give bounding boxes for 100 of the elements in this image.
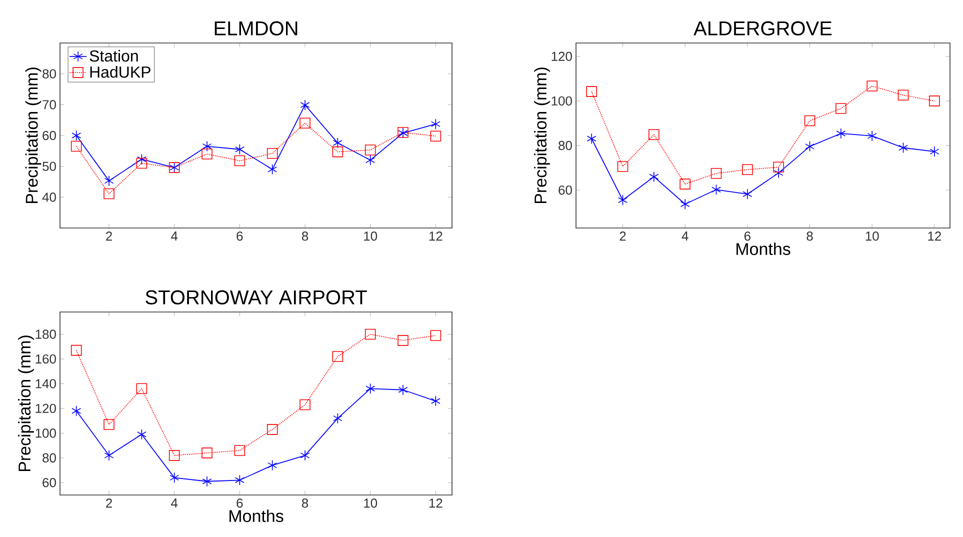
x-tick-label: 2 xyxy=(106,498,112,508)
point xyxy=(648,129,660,140)
point xyxy=(70,344,82,356)
point xyxy=(804,115,816,126)
y-tick-label: 180 xyxy=(36,330,56,339)
x-tick-label: 8 xyxy=(806,232,813,241)
point xyxy=(398,384,408,396)
point xyxy=(430,396,440,406)
point xyxy=(680,178,690,190)
point xyxy=(710,168,722,179)
point xyxy=(366,383,376,394)
point xyxy=(300,399,310,410)
point xyxy=(104,175,114,186)
x-tick-label: 6 xyxy=(236,498,243,508)
point xyxy=(266,148,278,159)
point xyxy=(430,118,440,130)
point xyxy=(836,128,846,139)
point xyxy=(300,450,310,461)
point xyxy=(332,137,342,148)
legend-label: HadUKP xyxy=(90,66,150,78)
point xyxy=(617,161,628,172)
y-axis-title: Precipitation (mm) xyxy=(25,68,42,204)
point xyxy=(773,162,784,173)
point xyxy=(364,328,376,340)
point xyxy=(300,100,310,110)
point xyxy=(234,155,246,166)
point xyxy=(742,188,752,200)
point xyxy=(366,154,376,166)
y-tick-label: 160 xyxy=(36,354,56,364)
point xyxy=(364,144,376,156)
y-tick-label: 100 xyxy=(552,96,572,106)
point xyxy=(202,476,212,487)
point xyxy=(332,351,344,362)
x-tick-label: 2 xyxy=(620,232,626,241)
point xyxy=(234,144,244,155)
x-axis-title: Months xyxy=(736,242,790,256)
point xyxy=(742,164,753,175)
point xyxy=(104,450,114,461)
y-tick-label: 80 xyxy=(42,69,56,78)
point xyxy=(136,158,148,169)
y-tick-label: 100 xyxy=(36,428,56,438)
y-tick-label: 60 xyxy=(42,130,56,140)
point xyxy=(170,472,180,484)
y-tick-label: 60 xyxy=(558,185,572,195)
x-tick-label: 4 xyxy=(171,232,178,240)
chart-title: ALDERGROVE xyxy=(694,21,832,36)
point xyxy=(202,148,212,160)
point xyxy=(929,96,940,106)
x-tick-label: 2 xyxy=(106,232,112,241)
chart-title: STORNOWAY AIRPORT xyxy=(146,290,367,304)
x-tick-label: 8 xyxy=(302,232,308,241)
x-tick-label: 6 xyxy=(744,232,750,241)
point xyxy=(234,445,246,456)
point xyxy=(202,448,212,458)
point xyxy=(836,103,846,114)
x-tick-label: 10 xyxy=(364,232,378,241)
point xyxy=(202,140,212,152)
point xyxy=(866,80,878,92)
point xyxy=(136,428,146,440)
point xyxy=(72,130,82,141)
legend-label: Station xyxy=(90,50,138,62)
y-tick-label: 50 xyxy=(42,162,56,171)
x-tick-label: 4 xyxy=(171,498,178,508)
point xyxy=(136,154,146,165)
point xyxy=(104,419,114,430)
point xyxy=(268,164,278,175)
point xyxy=(234,474,244,486)
y-axis-title: Precipitation (mm) xyxy=(534,68,550,204)
y-tick-label: 140 xyxy=(36,379,56,388)
point xyxy=(398,335,408,346)
point xyxy=(300,118,310,129)
x-tick-label: 4 xyxy=(682,232,688,240)
point xyxy=(805,141,814,152)
x-tick-label: 6 xyxy=(236,232,243,241)
x-axis-title: Months xyxy=(230,510,284,522)
y-tick-label: 120 xyxy=(36,404,56,414)
x-tick-label: 10 xyxy=(866,232,879,241)
x-tick-label: 12 xyxy=(429,498,442,508)
point xyxy=(586,86,597,97)
x-tick-label: 8 xyxy=(302,498,308,508)
y-tick-label: 70 xyxy=(42,100,56,110)
y-tick-label: 80 xyxy=(42,453,56,462)
y-tick-label: 120 xyxy=(552,52,572,61)
y-axis-title: Precipitation (mm) xyxy=(18,336,34,472)
y-tick-label: 80 xyxy=(558,140,572,150)
point xyxy=(430,330,442,341)
y-tick-label: 60 xyxy=(42,478,56,488)
point xyxy=(168,450,180,461)
point xyxy=(268,460,278,471)
point xyxy=(266,424,278,435)
point xyxy=(104,188,114,200)
point xyxy=(712,184,721,196)
point xyxy=(867,130,877,142)
point xyxy=(774,168,784,178)
point xyxy=(649,171,659,182)
point xyxy=(72,406,82,416)
point xyxy=(136,383,148,394)
point xyxy=(898,142,908,154)
chart-title: ELMDON xyxy=(214,21,298,36)
x-tick-label: 12 xyxy=(429,232,442,241)
